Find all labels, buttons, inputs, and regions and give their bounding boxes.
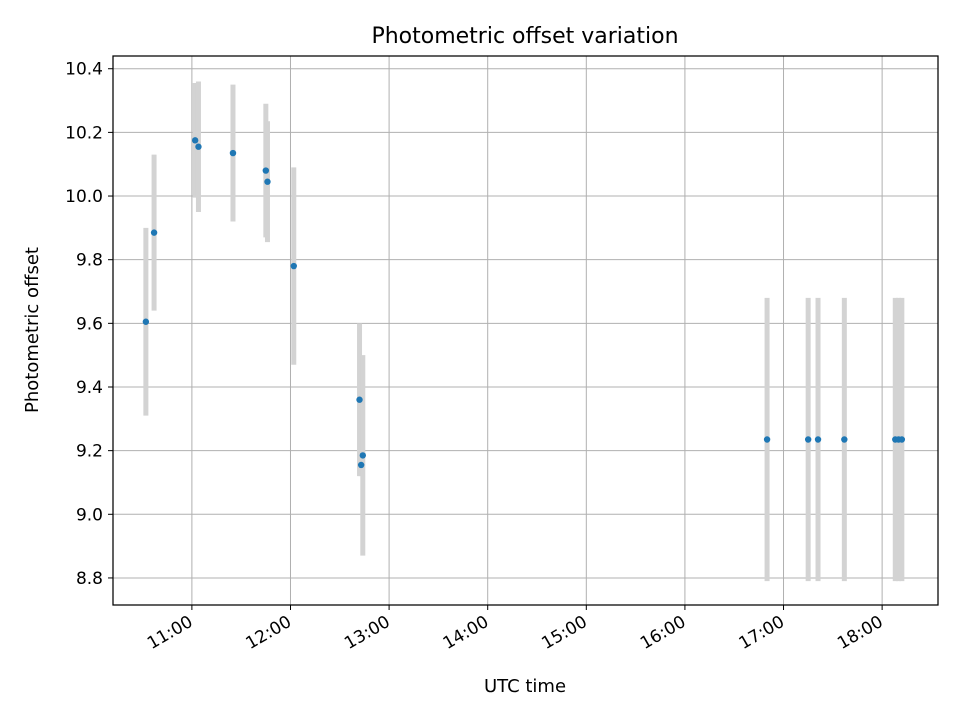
chart-title: Photometric offset variation — [371, 24, 678, 49]
data-point — [898, 436, 906, 443]
y-tick-label: 9.6 — [76, 314, 103, 334]
data-point — [359, 452, 367, 459]
y-tick-label: 10.4 — [65, 60, 103, 80]
data-point — [195, 143, 202, 150]
data-point — [814, 436, 822, 443]
y-tick-label: 8.8 — [76, 569, 103, 589]
data-points — [142, 137, 906, 469]
data-point — [264, 178, 271, 185]
x-axis-label: UTC time — [484, 676, 566, 697]
y-tick-label: 9.4 — [76, 378, 103, 398]
data-point — [142, 318, 150, 325]
data-point — [357, 461, 365, 469]
data-point — [763, 436, 771, 443]
y-tick-label: 9.8 — [76, 251, 103, 271]
data-point — [356, 396, 363, 403]
data-point — [262, 167, 270, 174]
plot-frame — [112, 55, 939, 606]
data-point — [150, 229, 158, 236]
y-tick-label: 10.0 — [65, 187, 103, 207]
data-point — [191, 137, 199, 144]
y-axis-ticks: 8.8 9.0 9.2 9.4 9.6 9.8 10.0 10.2 10.4 — [65, 60, 113, 589]
y-tick-label: 10.2 — [65, 123, 103, 143]
data-point — [841, 436, 848, 443]
data-point — [229, 149, 237, 157]
data-point — [290, 262, 297, 270]
data-point — [804, 436, 812, 443]
y-axis-label: Photometric offset — [22, 247, 43, 413]
y-tick-label: 9.0 — [76, 505, 103, 525]
grid — [113, 56, 938, 605]
y-tick-label: 9.2 — [76, 442, 103, 462]
